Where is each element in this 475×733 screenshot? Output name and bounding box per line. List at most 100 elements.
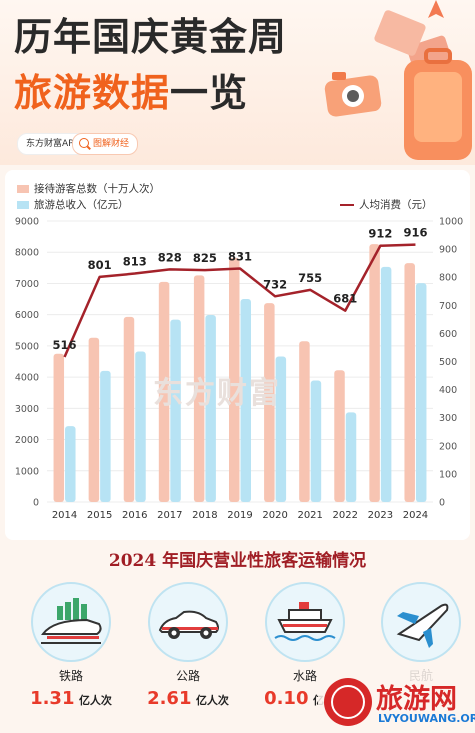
bar-visitors: [404, 263, 415, 502]
line-per-capita: [63, 243, 416, 358]
bar-revenue: [170, 319, 181, 502]
bar-revenue: [205, 314, 216, 502]
bar-visitors: [158, 281, 170, 502]
search-icon: [79, 138, 89, 148]
bar-visitors: [264, 303, 275, 502]
brand-url: LVYOUWANG.ORG: [378, 712, 475, 725]
y-tick-right: 600: [439, 329, 457, 340]
page-title: 历年国庆黄金周: [14, 15, 288, 59]
y-tick-right: 200: [439, 441, 457, 452]
legend-swatch-per-capita: [340, 204, 354, 206]
x-tick: 2016: [122, 510, 147, 521]
x-tick: 2022: [333, 510, 358, 521]
line-data-label: 755: [298, 271, 322, 285]
bar-revenue: [415, 283, 427, 502]
travel-illustration: [324, 0, 472, 160]
mode-water: 水路 0.10 亿人次: [250, 582, 360, 709]
bar-visitors: [53, 353, 65, 502]
car-icon: [158, 610, 219, 639]
bar-visitors: [123, 316, 135, 502]
x-tick: 2023: [368, 510, 393, 521]
ship-icon: [274, 602, 336, 641]
bar-revenue: [240, 299, 251, 502]
y-tick-right: 100: [439, 469, 457, 480]
line-data-label: 831: [228, 249, 252, 263]
y-tick-left: 9000: [15, 217, 39, 228]
line-data-label: 912: [368, 227, 392, 241]
mode-rail: 铁路 1.31 亿人次: [16, 582, 126, 709]
bar-visitors: [334, 370, 345, 502]
box-icon: [374, 10, 426, 56]
road-unit: 亿人次: [195, 694, 229, 707]
bar-revenue: [100, 370, 111, 502]
watermark: 东方财富: [153, 376, 281, 411]
location-pin-icon: [428, 0, 444, 18]
bar-revenue: [135, 351, 146, 502]
y-tick-left: 8000: [15, 248, 39, 259]
water-icon-circle: [265, 582, 345, 662]
road-value: 2.61: [147, 688, 192, 709]
legend-per-capita: 人均消费（元）: [340, 197, 433, 212]
line-data-label: 516: [53, 338, 77, 352]
plane-icon: [396, 603, 449, 648]
bar-visitors: [193, 275, 205, 502]
subtitle-rest: 一览: [170, 71, 249, 115]
line-data-label: 732: [263, 277, 287, 291]
category-tag[interactable]: 图解财经: [72, 133, 139, 155]
y-tick-right: 1000: [439, 217, 463, 228]
y-tick-right: 900: [439, 245, 457, 256]
legend-swatch-revenue: [17, 201, 29, 209]
legend-label-per-capita: 人均消费（元）: [359, 199, 433, 211]
y-tick-left: 5000: [15, 341, 39, 352]
line-data-label: 828: [158, 250, 182, 264]
rail-unit: 亿人次: [78, 694, 112, 707]
tourism-chart: 0 1000 2000 3000 4000 5000 6000 7000 8000 9000 0 10…: [15, 217, 463, 522]
bar-revenue: [275, 356, 287, 502]
mode-name-rail: 铁路: [58, 669, 83, 683]
y-tick-right: 700: [439, 301, 457, 312]
line-data-label: 681: [333, 292, 357, 306]
road-icon-circle: [148, 582, 228, 662]
x-tick: 2018: [192, 510, 217, 521]
line-data-label: 825: [193, 251, 217, 265]
y-tick-left: 2000: [15, 435, 39, 446]
bar-revenue: [65, 426, 76, 502]
bar-visitors: [88, 337, 100, 502]
bar-visitors: [299, 341, 310, 502]
bar-visitors: [229, 257, 240, 502]
y-tick-right: 400: [439, 385, 457, 396]
y-tick-left: 3000: [15, 404, 39, 415]
legend-swatch-visitors: [17, 185, 29, 193]
brand-logo: [318, 670, 475, 733]
air-icon-circle: [381, 582, 461, 662]
category-tag-label: 图解财经: [93, 139, 130, 149]
line-data-label: 801: [88, 258, 112, 272]
subtitle-highlight: 旅游数据: [14, 71, 171, 115]
y-tick-right: 800: [439, 273, 457, 284]
bar-revenue: [380, 266, 392, 502]
x-tick: 2021: [297, 510, 322, 521]
mode-value-road: 2.61 亿人次: [133, 688, 243, 709]
mode-air: 民航: [366, 582, 475, 684]
x-tick: 2020: [262, 510, 287, 521]
y-tick-right: 300: [439, 413, 457, 424]
line-data-label: 813: [123, 255, 147, 269]
rail-value: 1.31: [30, 688, 75, 709]
header-banner: 历年国庆黄金周 旅游数据一览 东方财富APP 图解财经: [0, 0, 475, 165]
x-tick: 2024: [403, 510, 428, 521]
rail-icon-circle: [31, 582, 111, 662]
bar-visitors: [369, 244, 380, 503]
y-tick-left: 0: [33, 498, 39, 509]
y-tick-left: 7000: [15, 279, 39, 290]
y-tick-left: 4000: [15, 373, 39, 384]
bar-revenue: [345, 412, 357, 502]
mode-name-road: 公路: [175, 669, 200, 683]
mode-name-water: 水路: [292, 669, 317, 683]
bar-revenue: [310, 380, 322, 502]
x-tick: 2015: [87, 510, 112, 521]
legend-label-revenue: 旅游总收入（亿元）: [34, 199, 129, 211]
line-data-label: 916: [403, 226, 427, 240]
y-tick-left: 1000: [15, 466, 39, 477]
x-tick: 2014: [52, 510, 77, 521]
y-tick-left: 6000: [15, 310, 39, 321]
